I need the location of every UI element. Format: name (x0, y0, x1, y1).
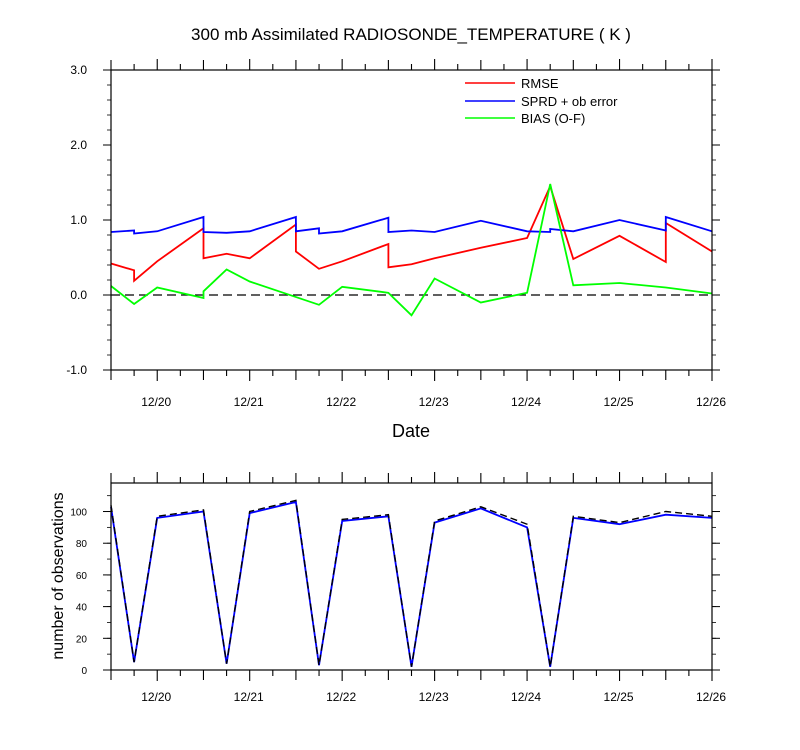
x-tick-label: 12/26 (696, 395, 726, 409)
x-tick-label: 12/21 (234, 395, 264, 409)
y-tick-label: 20 (76, 634, 88, 645)
legend-bias-label: BIAS (O-F) (521, 111, 585, 126)
series-line-sprd (110, 215, 713, 235)
chart-title: 300 mb Assimilated RADIOSONDE_TEMPERATUR… (191, 25, 631, 44)
x-tick-label: 12/23 (419, 395, 449, 409)
y-tick-label: 0.0 (70, 288, 87, 302)
series-line-bias (110, 183, 713, 317)
x-tick-label: 12/25 (604, 690, 634, 704)
x-tick-label: 12/22 (326, 395, 356, 409)
x-tick-label: 12/22 (326, 690, 356, 704)
x-axis-title: Date (392, 421, 430, 441)
x-tick-label: 12/21 (234, 690, 264, 704)
y-tick-label: -1.0 (66, 363, 87, 377)
y-tick-label: 2.0 (70, 138, 87, 152)
y-tick-label: 80 (76, 539, 88, 550)
series-line-assimilated (110, 500, 713, 667)
x-tick-label: 12/23 (419, 690, 449, 704)
y-tick-label: 40 (76, 603, 88, 614)
x-tick-label: 12/25 (604, 395, 634, 409)
y-tick-label: 100 (70, 508, 87, 519)
y-tick-label: 3.0 (70, 63, 87, 77)
legend: RMSE SPRD + ob error BIAS (O-F) (465, 76, 618, 126)
x-tick-label: 12/20 (141, 395, 171, 409)
y-axis-title-bottom: number of observations (50, 492, 67, 659)
y-tick-label: 0 (81, 666, 87, 677)
y-tick-label: 60 (76, 571, 88, 582)
x-tick-label: 12/20 (141, 690, 171, 704)
series-line-possible (110, 499, 713, 667)
x-tick-label: 12/24 (511, 690, 541, 704)
series-line-rmse (110, 183, 713, 283)
legend-sprd-label: SPRD + ob error (521, 94, 618, 109)
y-tick-label: 1.0 (70, 213, 87, 227)
legend-rmse-label: RMSE (521, 76, 559, 91)
x-tick-label: 12/26 (696, 690, 726, 704)
x-tick-label: 12/24 (511, 395, 541, 409)
